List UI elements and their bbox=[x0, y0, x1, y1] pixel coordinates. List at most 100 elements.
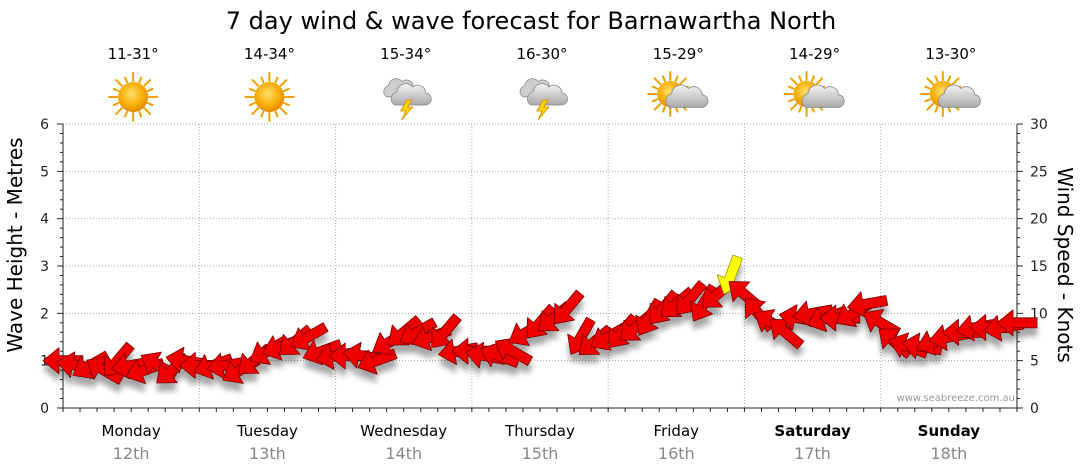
temperature-range: 11-31° bbox=[108, 45, 159, 63]
sun-ray bbox=[249, 87, 256, 92]
temperature-range: 15-34° bbox=[380, 45, 431, 63]
sun-ray bbox=[138, 110, 143, 118]
sunny-icon bbox=[108, 72, 159, 122]
sun-ray bbox=[260, 110, 265, 118]
axes: 0123456051015202530 bbox=[40, 117, 1048, 417]
sun-ray bbox=[951, 77, 960, 86]
weather-icons: 11-31° 14-34° 15-34° 16-30° 15-29° 14-29° 13-3… bbox=[108, 45, 981, 122]
y-left-tick-label: 6 bbox=[40, 117, 49, 133]
wind-arrow bbox=[554, 289, 585, 325]
y-right-tick-label: 0 bbox=[1030, 401, 1039, 417]
partly-cloudy-icon bbox=[783, 71, 845, 117]
sun-ray bbox=[798, 105, 803, 113]
sun-ray bbox=[143, 107, 152, 115]
day-name-label: Friday bbox=[654, 422, 700, 440]
day-name-label: Tuesday bbox=[236, 422, 298, 440]
sun-ray bbox=[926, 102, 934, 111]
y-left-tick-label: 5 bbox=[40, 164, 49, 180]
sun-ray bbox=[653, 102, 662, 111]
y-right-axis-title: Wind Speed - Knots bbox=[1053, 167, 1077, 363]
day-date-label: 14th bbox=[385, 444, 422, 463]
sun-ray bbox=[934, 105, 939, 113]
sun-ray bbox=[143, 79, 152, 87]
sun-ray bbox=[662, 105, 666, 113]
partly-cloudy-icon bbox=[919, 71, 981, 117]
cloud-shape bbox=[390, 83, 432, 106]
sun-ray bbox=[651, 98, 659, 103]
day-date-label: 15th bbox=[522, 444, 559, 463]
y-left-axis-title: Wave Height - Metres bbox=[3, 137, 27, 352]
y-right-tick-label: 5 bbox=[1030, 354, 1039, 370]
partly-cloudy-icon bbox=[647, 71, 709, 117]
sun-ray bbox=[251, 107, 260, 115]
day-name-label: Monday bbox=[102, 422, 161, 440]
credit-text: www.seabreeze.com.au bbox=[897, 393, 1015, 404]
sun-ray bbox=[138, 76, 143, 84]
sun-ray bbox=[274, 110, 279, 118]
sun-ray bbox=[790, 77, 798, 86]
wind-arrow bbox=[635, 297, 664, 336]
sun-ray bbox=[924, 85, 931, 90]
temperature-range: 16-30° bbox=[516, 45, 567, 63]
sunny-icon bbox=[244, 72, 295, 122]
y-right-tick-label: 25 bbox=[1030, 164, 1048, 180]
day-date-label: 16th bbox=[658, 444, 695, 463]
day-date-label: 17th bbox=[794, 444, 831, 463]
lightning-bolt bbox=[536, 99, 550, 121]
sun-ray bbox=[798, 75, 803, 83]
sun-ray bbox=[662, 75, 666, 83]
sun-ray bbox=[146, 102, 154, 107]
y-right-tick-label: 15 bbox=[1030, 259, 1048, 275]
lightning-bolt bbox=[400, 99, 414, 121]
chart-title: 7 day wind & wave forecast for Barnawart… bbox=[226, 7, 836, 35]
sun-ray bbox=[651, 85, 659, 90]
sun-ray bbox=[115, 79, 123, 87]
day-date-label: 12th bbox=[113, 444, 150, 463]
y-left-tick-label: 0 bbox=[40, 401, 49, 417]
sun-ray bbox=[810, 75, 815, 83]
sun-disc bbox=[118, 82, 149, 112]
cloud-shape bbox=[938, 84, 981, 108]
temperature-range: 13-30° bbox=[925, 45, 976, 63]
sun-ray bbox=[283, 87, 290, 92]
day-date-label: 18th bbox=[930, 444, 967, 463]
sun-ray bbox=[934, 75, 939, 83]
cloud-shape bbox=[665, 84, 709, 108]
cloud-shape bbox=[801, 84, 845, 108]
wind-arrows bbox=[42, 254, 1038, 385]
sun-ray bbox=[112, 87, 120, 92]
sun-ray bbox=[112, 102, 120, 107]
sun-ray bbox=[115, 107, 123, 115]
sun-ray bbox=[788, 98, 795, 103]
day-name-label: Saturday bbox=[774, 422, 851, 440]
sun-ray bbox=[674, 75, 679, 83]
y-left-tick-label: 3 bbox=[40, 259, 49, 275]
y-right-tick-label: 30 bbox=[1030, 117, 1048, 133]
sun-ray bbox=[653, 77, 662, 86]
sun-ray bbox=[274, 76, 279, 84]
sun-ray bbox=[249, 102, 256, 107]
day-date-label: 13th bbox=[249, 444, 286, 463]
y-left-tick-label: 4 bbox=[40, 212, 49, 228]
sun-ray bbox=[679, 77, 687, 86]
temperature-range: 14-34° bbox=[244, 45, 295, 63]
sun-ray bbox=[279, 79, 288, 87]
sun-ray bbox=[815, 77, 824, 86]
temperature-range: 14-29° bbox=[789, 45, 840, 63]
temperature-range: 15-29° bbox=[653, 45, 704, 63]
sun-ray bbox=[251, 79, 260, 87]
day-name-label: Sunday bbox=[918, 422, 981, 440]
wind-arrow bbox=[996, 309, 1038, 337]
sun-ray bbox=[283, 102, 290, 107]
sun-ray bbox=[279, 107, 288, 115]
day-name-label: Wednesday bbox=[360, 422, 447, 440]
y-right-tick-label: 20 bbox=[1030, 212, 1048, 228]
sun-ray bbox=[124, 76, 129, 84]
y-left-tick-label: 2 bbox=[40, 306, 49, 322]
sun-disc bbox=[254, 82, 285, 112]
wind-arrow bbox=[357, 348, 398, 375]
sun-ray bbox=[788, 85, 795, 90]
sun-ray bbox=[260, 76, 265, 84]
sun-ray bbox=[947, 75, 952, 83]
